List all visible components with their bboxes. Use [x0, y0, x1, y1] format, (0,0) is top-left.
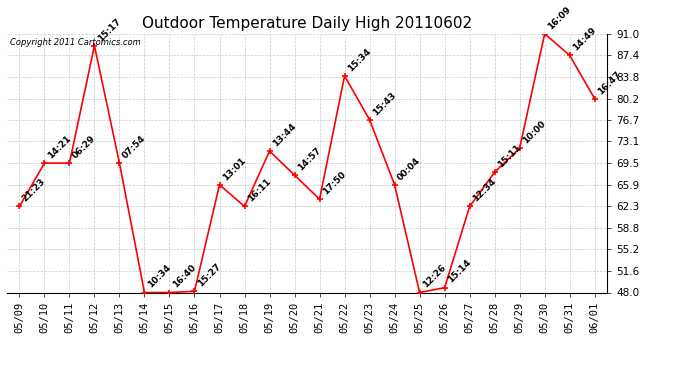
Text: 15:17: 15:17 — [96, 16, 123, 43]
Text: 12:34: 12:34 — [471, 177, 497, 204]
Text: 15:34: 15:34 — [346, 46, 373, 73]
Text: 21:23: 21:23 — [21, 177, 48, 204]
Text: Copyright 2011 Cartomics.com: Copyright 2011 Cartomics.com — [10, 38, 141, 46]
Text: 00:04: 00:04 — [396, 156, 422, 182]
Text: 13:01: 13:01 — [221, 156, 248, 182]
Text: 06:29: 06:29 — [71, 134, 97, 160]
Text: 14:21: 14:21 — [46, 134, 72, 160]
Text: 15:27: 15:27 — [196, 262, 223, 288]
Text: 16:40: 16:40 — [171, 263, 197, 290]
Text: 16:09: 16:09 — [546, 4, 573, 31]
Text: 17:50: 17:50 — [321, 170, 348, 196]
Text: 12:26: 12:26 — [421, 263, 448, 290]
Text: 13:44: 13:44 — [271, 122, 297, 148]
Text: 14:57: 14:57 — [296, 146, 323, 172]
Text: 07:54: 07:54 — [121, 134, 148, 160]
Text: 15:43: 15:43 — [371, 90, 397, 117]
Text: 15:11: 15:11 — [496, 143, 522, 170]
Text: 16:47: 16:47 — [596, 69, 623, 96]
Text: 14:49: 14:49 — [571, 26, 598, 53]
Text: 10:00: 10:00 — [521, 119, 547, 145]
Text: 15:14: 15:14 — [446, 258, 473, 285]
Title: Outdoor Temperature Daily High 20110602: Outdoor Temperature Daily High 20110602 — [142, 16, 472, 31]
Text: 16:11: 16:11 — [246, 177, 273, 204]
Text: 10:34: 10:34 — [146, 263, 172, 290]
